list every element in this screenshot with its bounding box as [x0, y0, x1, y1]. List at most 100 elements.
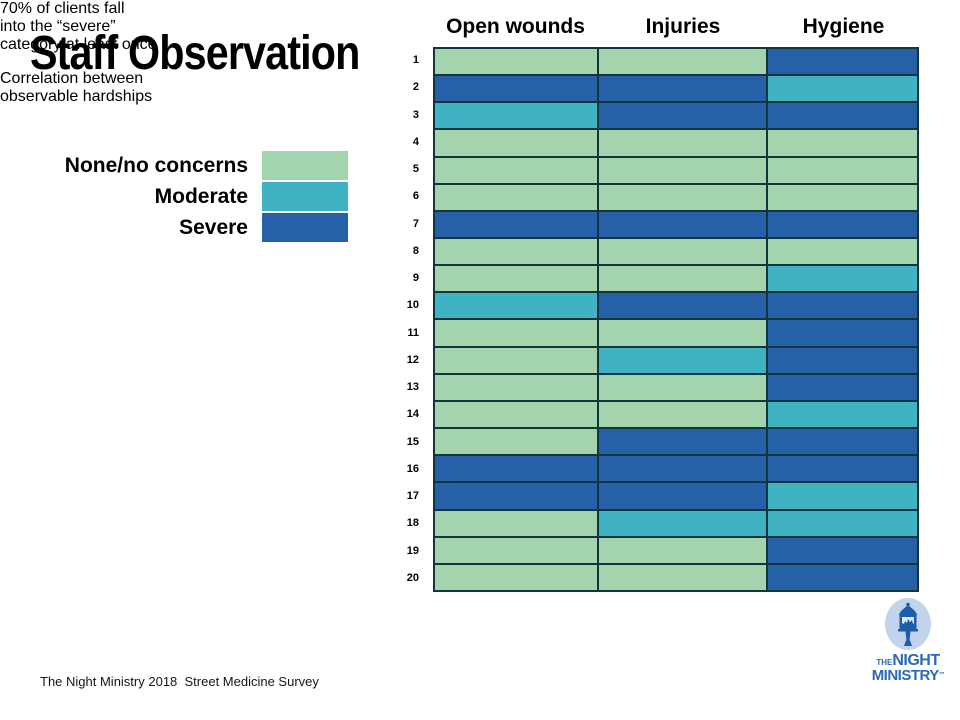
heatmap-cell-r3-c3: [768, 103, 917, 129]
logo-night: NIGHT: [892, 652, 940, 669]
legend-swatch-severe: [262, 213, 348, 242]
heatmap-cell-r5-c2: [599, 157, 767, 183]
heatmap-cell-r17-c3: [768, 483, 917, 509]
heatmap-cell-r5-c1: [435, 157, 598, 183]
heatmap-cell-r4-c3: [768, 130, 917, 156]
heatmap-cell-r1-c2: [599, 49, 767, 75]
heatmap-cell-r8-c3: [768, 239, 917, 265]
heatmap-cell-r16-c2: [599, 456, 767, 482]
logo-the: THE: [876, 658, 893, 667]
heatmap-row-label: 6: [412, 190, 419, 203]
heatmap-cell-r8-c1: [435, 239, 598, 265]
note-line: observable hardships: [0, 88, 153, 105]
heatmap-row-label: 11: [407, 326, 419, 339]
legend-swatch-none: [262, 151, 348, 180]
heatmap-cell-r15-c3: [768, 429, 917, 455]
heatmap-cell-r20-c1: [435, 564, 598, 590]
heatmap-cell-r16-c3: [768, 456, 917, 482]
heatmap-cell-r12-c3: [768, 347, 917, 373]
column-header-hygiene: Hygiene: [802, 15, 885, 38]
legend-label-severe: Severe: [179, 216, 248, 239]
heatmap-cell-r6-c2: [599, 184, 767, 210]
heatmap-row-label: 18: [406, 517, 419, 530]
footer-source-line: The Night Ministry 2018 Street Medicine …: [40, 674, 319, 689]
heatmap-cell-r15-c1: [435, 429, 598, 455]
heatmap-cell-r18-c2: [599, 510, 767, 536]
heatmap-cell-r1-c1: [435, 49, 598, 75]
heatmap-cell-r20-c2: [599, 564, 767, 590]
heatmap-row-label: 16: [406, 462, 419, 475]
heatmap-cell-r3-c2: [599, 103, 767, 129]
heatmap-row-label: 5: [412, 163, 419, 175]
note-line: into the “severe”: [0, 18, 116, 35]
heatmap-cell-r11-c2: [599, 320, 767, 346]
observation-heatmap: [433, 47, 919, 592]
heatmap-cell-r4-c1: [435, 130, 598, 156]
logo-trademark: ™: [938, 672, 945, 678]
heatmap-cell-r8-c2: [599, 239, 767, 265]
column-header-injuries: Injuries: [645, 15, 721, 38]
logo-wordmark: THENIGHT MINISTRY™: [860, 652, 956, 684]
legend-label-moderate: Moderate: [154, 185, 248, 208]
heatmap-cell-r20-c3: [768, 564, 917, 590]
footer: The Night Ministry 2018 Street Medicine …: [40, 634, 319, 720]
heatmap-cell-r6-c3: [768, 184, 917, 210]
note-line: category at least once: [0, 36, 157, 53]
note-line: 70% of clients fall: [0, 0, 125, 17]
night-ministry-logo: THENIGHT MINISTRY™: [860, 597, 956, 684]
heatmap-row-label: 8: [412, 244, 419, 257]
heatmap-cell-r18-c3: [768, 510, 917, 536]
heatmap-cell-r15-c2: [599, 429, 767, 455]
heatmap-cell-r4-c2: [599, 130, 767, 156]
heatmap-cell-r18-c1: [435, 510, 598, 536]
heatmap-row-label: 13: [406, 381, 419, 393]
heatmap-row-label: 15: [406, 435, 419, 448]
heatmap-cell-r2-c3: [768, 76, 917, 102]
lamppost-icon: [885, 598, 931, 650]
heatmap-cell-r17-c1: [435, 483, 598, 509]
heatmap-cell-r11-c1: [435, 320, 598, 346]
heatmap-cell-r13-c3: [768, 374, 917, 400]
heatmap-cell-r10-c1: [435, 293, 598, 319]
heatmap-row-label: 17: [406, 490, 419, 502]
heatmap-cell-r1-c3: [768, 49, 917, 75]
heatmap-cell-r19-c2: [599, 537, 767, 563]
slide-title: Staff Observation: [30, 27, 360, 80]
heatmap-cell-r14-c2: [599, 401, 767, 428]
heatmap-cell-r14-c3: [768, 401, 917, 428]
legend-labels: None/no concerns Moderate Severe: [20, 150, 248, 243]
heatmap-cell-r2-c2: [599, 76, 767, 102]
heatmap-cell-r10-c3: [768, 293, 917, 319]
heatmap-row-label: 19: [406, 544, 419, 557]
logo-ministry: MINISTRY: [871, 667, 940, 684]
heatmap-cell-r14-c1: [435, 401, 598, 428]
heatmap-cell-r12-c1: [435, 347, 598, 373]
heatmap-cell-r9-c2: [599, 266, 767, 292]
note-line: Correlation between: [0, 70, 144, 87]
heatmap-row-label: 3: [412, 108, 419, 121]
heatmap-row-label: 2: [412, 81, 419, 94]
heatmap-row-label: 4: [412, 135, 419, 148]
heatmap-cell-r19-c3: [768, 537, 917, 563]
heatmap-cell-r9-c3: [768, 266, 917, 292]
heatmap-cell-r19-c1: [435, 537, 598, 563]
heatmap-cell-r5-c3: [768, 157, 917, 183]
heatmap-cell-r16-c1: [435, 456, 598, 482]
heatmap-cell-r6-c1: [435, 184, 598, 210]
heatmap-cell-r2-c1: [435, 76, 598, 102]
legend-swatches: [262, 151, 348, 244]
heatmap-row-label: 7: [412, 217, 419, 230]
heatmap-cell-r10-c2: [599, 293, 767, 319]
legend-swatch-moderate: [262, 182, 348, 211]
heatmap-cell-r12-c2: [599, 347, 767, 373]
heatmap-cell-r3-c1: [435, 103, 598, 129]
heatmap-column-headers: Open wounds Injuries Hygiene: [433, 15, 919, 39]
legend-label-none: None/no concerns: [64, 154, 248, 177]
heatmap-cell-r17-c2: [599, 483, 767, 509]
heatmap-cell-r7-c3: [768, 211, 917, 238]
heatmap-row-labels: 1 2 3 4 5 6 7 8 9 10 11 12 13 14 15 16 17 18 19 20: [392, 47, 426, 592]
heatmap-cell-r7-c1: [435, 211, 598, 238]
heatmap-row-label: 9: [412, 272, 419, 284]
heatmap-row-label: 1: [412, 54, 419, 66]
